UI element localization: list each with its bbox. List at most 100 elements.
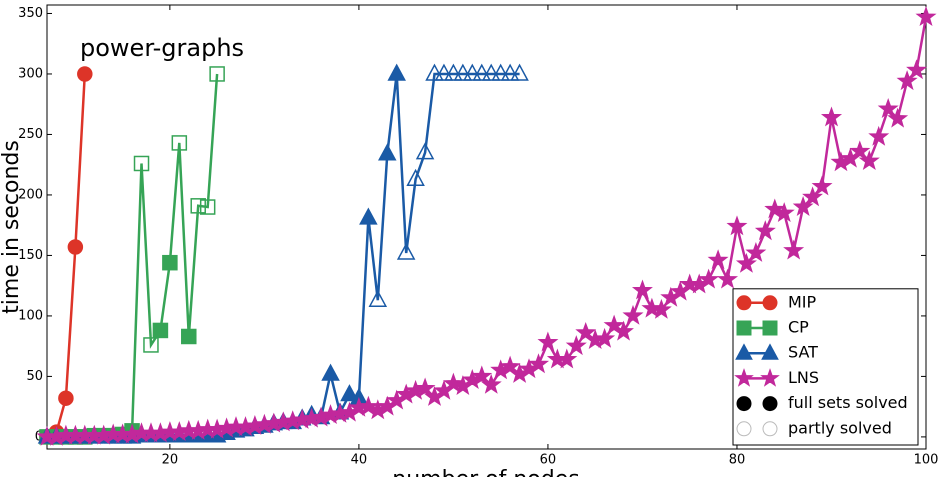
data-point [190,198,206,214]
data-point [594,327,616,348]
x-tick-label: 100 [914,453,939,468]
x-tick-label: 80 [729,453,746,468]
data-point [480,373,502,394]
data-point [716,268,739,289]
legend-marker [760,368,780,387]
data-point [77,66,93,82]
data-point [650,298,672,319]
data-point [425,63,444,81]
data-point [783,239,805,260]
data-point [641,297,663,318]
data-point [556,348,578,369]
data-point [406,168,425,186]
data-point [340,384,359,402]
data-point [162,254,178,271]
data-point [415,142,435,160]
data-point [500,63,520,81]
data-point [481,63,501,81]
data-point [58,390,74,406]
data-point [357,395,379,416]
y-tick-label: 50 [26,369,43,384]
data-point [472,63,492,81]
data-point [707,249,729,270]
legend-label: LNS [788,368,819,387]
data-point [171,135,188,151]
legend-label: CP [788,318,809,337]
data-point [631,279,653,300]
data-point [368,289,388,307]
data-point [143,337,159,353]
x-tick-label: 60 [540,453,557,468]
data-point [414,377,436,398]
data-point [915,6,937,26]
data-point [858,150,880,170]
series-line [47,73,219,439]
data-point [603,314,625,335]
data-point [133,155,150,172]
data-point [209,66,225,82]
data-point [199,199,216,215]
data-point [565,335,587,356]
y-tick-label: 0 [35,429,43,444]
data-point [849,140,871,161]
legend-marker [735,343,753,360]
legend-label: MIP [788,292,817,311]
data-point [622,304,644,325]
data-point [575,321,597,342]
y-tick-label: 350 [18,6,43,21]
plot-frame [46,4,927,450]
data-point [868,125,890,146]
data-point [764,198,786,219]
y-tick-label: 200 [18,187,43,202]
x-tick-label: 20 [162,453,179,468]
data-point [820,106,843,127]
data-point [613,320,634,341]
data-point [802,186,823,207]
legend-label: SAT [788,343,818,362]
legend-label: partly solved [788,418,892,437]
legend-marker [762,295,778,311]
data-point [726,215,748,236]
annotation: power-graphs [80,34,244,62]
data-point [453,63,473,81]
data-point [181,328,197,345]
data-point [773,202,795,222]
legend-marker [762,320,778,336]
data-point [698,268,720,289]
data-point [735,252,757,273]
data-point [877,97,899,119]
data-point [887,107,909,128]
legend-marker [762,396,778,412]
y-tick-label: 300 [18,66,43,81]
data-point [906,59,928,80]
y-tick-label: 250 [18,127,43,142]
data-point [359,207,378,225]
legend-marker [736,295,752,311]
legend-box [732,288,919,446]
x-axis-label: number of nodes [392,467,579,477]
data-point [491,63,510,81]
data-point [792,195,814,217]
data-point [471,365,493,386]
legend-marker [736,396,752,412]
data-point [896,70,918,91]
data-point [463,63,482,81]
data-point [527,353,550,374]
data-point [387,63,406,81]
x-tick-label: 40 [351,453,368,468]
data-point [444,63,463,81]
legend-label: full sets solved [788,393,908,412]
data-point [745,241,767,262]
y-axis-label: time in seconds [0,140,24,314]
data-point [434,63,454,81]
data-point [537,331,559,352]
data-point [378,143,397,161]
data-point [396,242,416,260]
legend-marker [736,320,752,336]
data-point [510,63,529,81]
data-point [811,175,833,196]
data-point [754,220,776,241]
data-point [499,355,521,376]
data-point [152,322,169,339]
